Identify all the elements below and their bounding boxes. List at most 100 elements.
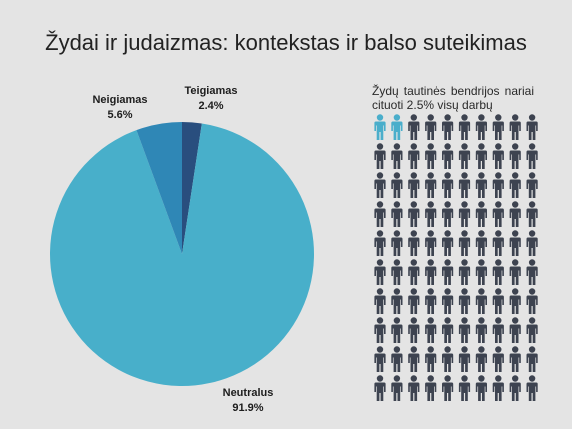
- person-icon: [492, 114, 504, 140]
- person-icon: [458, 346, 471, 372]
- person-icon: [458, 201, 471, 227]
- person-icon: [425, 201, 437, 227]
- person-icon: [425, 317, 437, 343]
- person-icon: [526, 114, 538, 140]
- person-icon: [391, 114, 403, 140]
- person-icon: [509, 317, 521, 343]
- person-icon: [442, 201, 454, 227]
- person-icon: [475, 288, 487, 314]
- person-icon: [458, 172, 471, 198]
- person-icon: [475, 143, 487, 169]
- slice-label-value: 2.4%: [198, 100, 224, 112]
- person-icon: [458, 230, 471, 256]
- person-icon: [475, 259, 487, 285]
- person-icon: [509, 172, 521, 198]
- person-icon: [408, 346, 420, 372]
- person-icon: [391, 375, 403, 401]
- person-icon: [526, 259, 538, 285]
- slice-label-name: Neutralus: [222, 387, 274, 399]
- person-icon: [425, 259, 437, 285]
- person-icon: [408, 172, 420, 198]
- person-icon: [526, 288, 538, 314]
- person-icon: [391, 259, 403, 285]
- person-icon: [509, 114, 521, 140]
- person-icon: [425, 143, 437, 169]
- pictogram-caption: Žydų tautinės bendrijos nariai cituoti 2…: [372, 84, 534, 112]
- person-icon: [408, 230, 420, 256]
- person-icon: [458, 114, 471, 140]
- person-icon: [374, 143, 386, 169]
- person-icon: [391, 143, 403, 169]
- person-icon: [509, 346, 521, 372]
- person-icon: [509, 201, 521, 227]
- person-icon: [374, 346, 386, 372]
- person-icon: [509, 288, 521, 314]
- person-icon: [374, 375, 386, 401]
- person-icon: [408, 375, 420, 401]
- person-icon: [442, 317, 454, 343]
- person-icon: [442, 230, 454, 256]
- person-icon: [475, 172, 487, 198]
- person-icon: [391, 346, 403, 372]
- slice-label-neigiamas: Neigiamas 5.6%: [84, 93, 156, 123]
- person-icon: [458, 288, 471, 314]
- person-icon: [374, 288, 386, 314]
- person-icon: [475, 114, 487, 140]
- person-icon: [492, 375, 504, 401]
- slice-label-name: Neigiamas: [92, 94, 148, 106]
- person-icon: [425, 230, 437, 256]
- person-icon: [526, 375, 538, 401]
- person-icon: [442, 259, 454, 285]
- slice-label-neutralus: Neutralus 91.9%: [212, 386, 284, 416]
- slice-label-teigiamas: Teigiamas 2.4%: [180, 84, 242, 114]
- person-icon: [442, 346, 454, 372]
- person-icon: [408, 201, 420, 227]
- person-icon: [408, 259, 420, 285]
- person-icon: [475, 346, 487, 372]
- chart-title: Žydai ir judaizmas: kontekstas ir balso …: [45, 30, 527, 55]
- person-icon: [492, 317, 504, 343]
- person-icon: [492, 201, 504, 227]
- person-icon: [526, 143, 538, 169]
- person-icon: [391, 172, 403, 198]
- person-pictogram-grid: [374, 114, 538, 401]
- person-icon: [526, 172, 538, 198]
- person-icon: [492, 230, 504, 256]
- person-icon: [526, 317, 538, 343]
- person-icon: [492, 346, 504, 372]
- person-icon: [442, 288, 454, 314]
- pie-slice-neutralus: [50, 123, 315, 386]
- person-icon: [458, 317, 471, 343]
- person-icon: [442, 114, 454, 140]
- person-icon: [374, 259, 386, 285]
- person-icon: [492, 143, 504, 169]
- person-icon: [509, 375, 521, 401]
- person-icon: [408, 317, 420, 343]
- pie-slice-teigiamas: [182, 122, 202, 254]
- person-icon: [391, 288, 403, 314]
- slice-label-name: Teigiamas: [184, 85, 238, 97]
- person-icon: [492, 172, 504, 198]
- person-icon: [391, 317, 403, 343]
- person-icon: [475, 230, 487, 256]
- person-icon: [475, 201, 487, 227]
- person-icon: [374, 172, 386, 198]
- person-icon: [408, 143, 420, 169]
- person-icon: [391, 230, 403, 256]
- person-icon: [374, 114, 386, 140]
- person-icon: [458, 375, 471, 401]
- person-icon: [526, 346, 538, 372]
- person-icon: [509, 259, 521, 285]
- person-icon: [458, 143, 471, 169]
- person-icon: [374, 201, 386, 227]
- person-icon: [526, 201, 538, 227]
- person-icon: [475, 375, 487, 401]
- person-icon: [374, 317, 386, 343]
- person-icon: [509, 143, 521, 169]
- person-icon: [526, 230, 538, 256]
- person-icon: [442, 172, 454, 198]
- person-icon: [492, 259, 504, 285]
- person-icon: [408, 114, 420, 140]
- person-icon: [458, 259, 471, 285]
